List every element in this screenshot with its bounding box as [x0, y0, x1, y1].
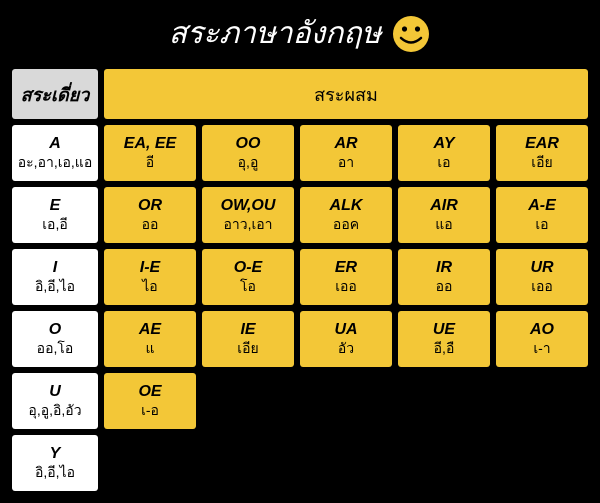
combination-cell: IEเอีย — [202, 311, 294, 367]
combination-th: แ — [145, 340, 154, 358]
combination-th: ออ — [142, 216, 159, 234]
single-vowel-th: อิ,อี,ไอ — [35, 278, 75, 296]
single-vowel-en: I — [53, 258, 57, 278]
combination-en: EAR — [525, 134, 559, 154]
combination-th: เอ — [535, 216, 548, 234]
single-vowel-en: O — [49, 320, 61, 340]
combination-cell: AYเอ — [398, 125, 490, 181]
empty-cell — [202, 435, 294, 491]
combination-en: UR — [530, 258, 553, 278]
combination-th: ไอ — [142, 278, 157, 296]
single-vowel-cell: Yอิ,อี,ไอ — [12, 435, 98, 491]
empty-cell — [300, 373, 392, 429]
single-vowel-th: อิ,อี,ไอ — [35, 464, 75, 482]
combination-cell: EARเอีย — [496, 125, 588, 181]
single-vowel-th: อุ,อู,อิ,อัว — [28, 402, 81, 420]
combination-th: เออ — [335, 278, 357, 296]
combination-th: อา — [338, 154, 354, 172]
combination-en: I-E — [140, 258, 160, 278]
single-vowel-th: อะ,อา,เอ,แอ — [18, 154, 93, 172]
single-vowel-cell: Aอะ,อา,เอ,แอ — [12, 125, 98, 181]
empty-cell — [496, 373, 588, 429]
combination-en: A-E — [528, 196, 556, 216]
combination-cell: O-Eโอ — [202, 249, 294, 305]
combination-th: โอ — [240, 278, 256, 296]
combination-cell: ERเออ — [300, 249, 392, 305]
header-single: สระเดี่ยว — [12, 69, 98, 119]
single-vowel-th: ออ,โอ — [37, 340, 74, 358]
combination-cell: AOเ-า — [496, 311, 588, 367]
single-vowel-cell: Eเอ,อี — [12, 187, 98, 243]
combination-th: เ-อ — [141, 402, 159, 420]
combination-th: อุ,อู — [238, 154, 259, 172]
empty-cell — [300, 435, 392, 491]
page-title: สระภาษาอังกฤษ — [169, 10, 382, 57]
combination-en: AIR — [430, 196, 458, 216]
combination-en: UA — [334, 320, 357, 340]
combination-cell: UEอี,อื — [398, 311, 490, 367]
single-vowel-en: A — [49, 134, 61, 154]
empty-cell — [202, 373, 294, 429]
combination-cell: URเออ — [496, 249, 588, 305]
combination-en: AO — [530, 320, 554, 340]
smiley-icon — [391, 14, 431, 54]
combination-cell: IRออ — [398, 249, 490, 305]
combination-th: อัว — [338, 340, 354, 358]
combination-en: EA, EE — [124, 134, 176, 154]
combination-th: ออค — [333, 216, 359, 234]
combination-en: UE — [433, 320, 455, 340]
combination-cell: ALKออค — [300, 187, 392, 243]
empty-cell — [398, 435, 490, 491]
combination-cell: ARอา — [300, 125, 392, 181]
empty-cell — [104, 435, 196, 491]
combination-en: IR — [436, 258, 452, 278]
combination-th: อาว,เอา — [223, 216, 272, 234]
combination-en: OO — [236, 134, 261, 154]
combination-th: เอีย — [237, 340, 258, 358]
combination-en: AR — [334, 134, 357, 154]
combination-th: เอีย — [531, 154, 552, 172]
empty-cell — [496, 435, 588, 491]
combination-cell: OOอุ,อู — [202, 125, 294, 181]
single-vowel-cell: Iอิ,อี,ไอ — [12, 249, 98, 305]
combination-th: อี,อื — [434, 340, 455, 358]
combination-en: OR — [138, 196, 162, 216]
combination-cell: EA, EEอี — [104, 125, 196, 181]
combination-th: แอ — [435, 216, 452, 234]
single-vowel-th: เอ,อี — [42, 216, 68, 234]
vowel-grid: สระเดี่ยว สระผสม Aอะ,อา,เอ,แอEA, EEอีOOอ… — [12, 69, 588, 491]
combination-th: เ-า — [533, 340, 550, 358]
combination-cell: A-Eเอ — [496, 187, 588, 243]
single-vowel-cell: Uอุ,อู,อิ,อัว — [12, 373, 98, 429]
single-vowel-cell: Oออ,โอ — [12, 311, 98, 367]
combination-cell: OW,OUอาว,เอา — [202, 187, 294, 243]
combination-th: อี — [146, 154, 154, 172]
combination-en: O-E — [234, 258, 262, 278]
combination-cell: AIRแอ — [398, 187, 490, 243]
combination-en: ER — [335, 258, 357, 278]
combination-th: ออ — [436, 278, 453, 296]
combination-cell: ORออ — [104, 187, 196, 243]
header-combination: สระผสม — [104, 69, 588, 119]
combination-cell: I-Eไอ — [104, 249, 196, 305]
empty-cell — [398, 373, 490, 429]
combination-en: OW,OU — [221, 196, 276, 216]
combination-th: เออ — [531, 278, 553, 296]
combination-en: AY — [433, 134, 454, 154]
combination-en: IE — [240, 320, 255, 340]
combination-cell: AEแ — [104, 311, 196, 367]
combination-en: ALK — [330, 196, 363, 216]
combination-th: เอ — [437, 154, 450, 172]
combination-en: AE — [139, 320, 161, 340]
combination-en: OE — [138, 382, 161, 402]
combination-cell: UAอัว — [300, 311, 392, 367]
title-row: สระภาษาอังกฤษ — [12, 10, 588, 57]
combination-cell: OEเ-อ — [104, 373, 196, 429]
single-vowel-en: E — [50, 196, 61, 216]
single-vowel-en: Y — [50, 444, 61, 464]
single-vowel-en: U — [49, 382, 61, 402]
